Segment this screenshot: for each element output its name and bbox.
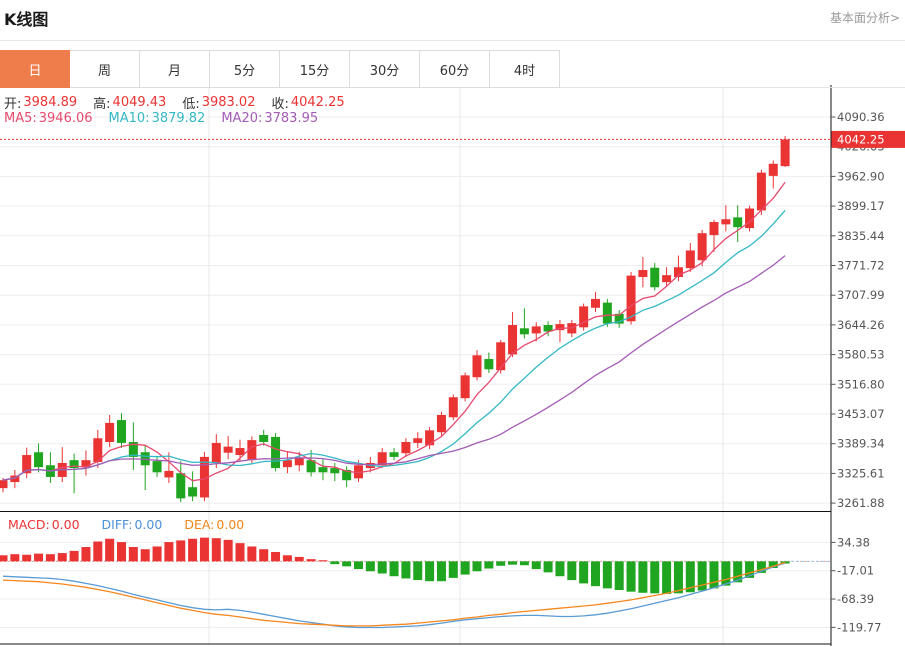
period-tab-bar: 日周月 5分 15分 30分 60分 4时 xyxy=(0,50,905,88)
macd-histogram xyxy=(0,537,790,594)
tab-5min[interactable]: 5分 xyxy=(210,50,280,88)
axis-tick-label: 34.38 xyxy=(837,535,870,549)
axis-tick-label: 3261.88 xyxy=(837,496,885,510)
low-label: 低: xyxy=(182,97,200,112)
dea-value: 0.00 xyxy=(216,517,245,532)
tab-15min[interactable]: 15分 xyxy=(280,50,350,88)
axis-tick-label: 3644.26 xyxy=(837,318,885,332)
axis-tick-label: 3516.80 xyxy=(837,377,885,391)
header-divider xyxy=(0,40,905,41)
high-value: 4049.43 xyxy=(112,95,167,110)
axis-tick-label: 4090.36 xyxy=(837,110,885,124)
tab-bar-filler xyxy=(560,50,905,88)
axis-tick-label: 3707.99 xyxy=(837,288,885,302)
axis-tick-label: 3899.17 xyxy=(837,199,885,213)
ma5-value: 3946.06 xyxy=(38,111,93,126)
tab-30min[interactable]: 30分 xyxy=(350,50,420,88)
axis-tick-label: 3835.44 xyxy=(837,229,885,243)
close-label: 收: xyxy=(271,97,289,112)
page-title: K线图 xyxy=(4,10,49,29)
dea-label: DEA: xyxy=(184,517,215,532)
open-value: 3984.89 xyxy=(23,95,78,110)
current-price-tag xyxy=(831,130,905,148)
ma20-value: 3783.95 xyxy=(264,111,319,126)
high-label: 高: xyxy=(93,97,111,112)
axis-tick-label: -119.77 xyxy=(837,620,881,634)
diff-value: 0.00 xyxy=(134,517,163,532)
grid xyxy=(0,88,831,644)
ma10-value: 3879.82 xyxy=(151,111,206,126)
axis-tick-label: 3580.53 xyxy=(837,348,885,362)
tab-day[interactable]: 日 xyxy=(0,50,70,88)
ma10-line xyxy=(2,209,786,481)
candles-group xyxy=(0,136,790,503)
price-axis-labels: 4090.364026.633962.903899.173835.443771.… xyxy=(831,110,885,634)
axis-tick-label: -68.39 xyxy=(837,592,874,606)
ma20-line xyxy=(2,255,786,481)
open-label: 开: xyxy=(4,97,22,112)
axis-tick-label: 3325.61 xyxy=(837,466,885,480)
axis-tick-label: 3962.90 xyxy=(837,169,885,183)
diff-label: DIFF: xyxy=(101,517,133,532)
axis-tick-label: 3771.72 xyxy=(837,258,885,272)
macd-label: MACD: xyxy=(8,517,50,532)
dea-line xyxy=(2,561,786,627)
axis-tick-label: 3453.07 xyxy=(837,407,885,421)
close-value: 4042.25 xyxy=(290,95,345,110)
ohlc-legend: 开: 3984.89 高: 4049.43 低: 3983.02 收: 4042… xyxy=(4,93,361,112)
ma5-label: MA5: xyxy=(4,111,37,126)
tab-month[interactable]: 月 xyxy=(140,50,210,88)
ma10-label: MA10: xyxy=(108,111,150,126)
macd-value: 0.00 xyxy=(51,517,80,532)
ma-legend: MA5: 3946.06 MA10: 3879.82 MA20: 3783.95 xyxy=(4,111,334,126)
axis-frame xyxy=(0,85,832,646)
diff-line xyxy=(2,562,786,629)
axis-tick-label: 3389.34 xyxy=(837,437,885,451)
tab-4hour[interactable]: 4时 xyxy=(490,50,560,88)
fundamental-analysis-link[interactable]: 基本面分析> xyxy=(829,11,900,25)
current-price-tag-text: 4042.25 xyxy=(837,132,885,146)
low-value: 3983.02 xyxy=(201,95,256,110)
macd-legend: MACD: 0.00 DIFF: 0.00 DEA: 0.00 xyxy=(8,517,266,532)
tab-week[interactable]: 周 xyxy=(70,50,140,88)
axis-tick-label: -17.01 xyxy=(837,564,874,578)
tab-60min[interactable]: 60分 xyxy=(420,50,490,88)
ma20-label: MA20: xyxy=(221,111,263,126)
